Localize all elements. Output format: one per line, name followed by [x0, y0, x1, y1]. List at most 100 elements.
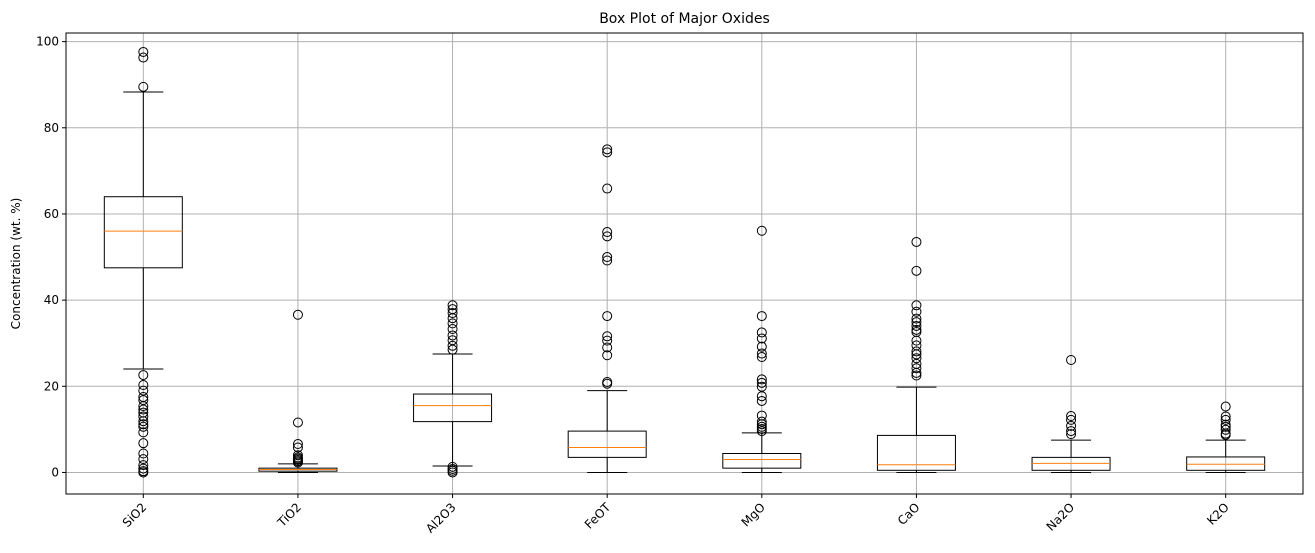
- box-feot: [567, 144, 647, 473]
- outlier-point: [447, 323, 458, 334]
- outlier-point: [138, 460, 149, 471]
- outlier-point: [138, 404, 149, 415]
- chart-title: Box Plot of Major Oxides: [599, 11, 770, 27]
- outlier-point: [138, 52, 149, 63]
- outlier-point: [447, 313, 458, 324]
- outlier-point: [756, 327, 767, 338]
- outlier-point: [292, 417, 303, 428]
- outlier-point: [292, 309, 303, 320]
- outlier-point: [1220, 421, 1231, 432]
- outlier-point: [138, 421, 149, 432]
- box-cao: [876, 236, 956, 473]
- box-sio2: [103, 46, 183, 478]
- outlier-point: [911, 300, 922, 311]
- outlier-point: [756, 341, 767, 352]
- outlier-point: [911, 320, 922, 331]
- outlier-point: [292, 442, 303, 453]
- outlier-point: [911, 367, 922, 378]
- outlier-point: [447, 330, 458, 341]
- outlier-point: [447, 300, 458, 311]
- outlier-point: [138, 401, 149, 412]
- outlier-point: [602, 350, 613, 361]
- outlier-point: [447, 308, 458, 319]
- outlier-point: [602, 255, 613, 266]
- box-layer: [103, 46, 1266, 478]
- outlier-point: [756, 391, 767, 402]
- box-tio2: [258, 309, 338, 473]
- box-al2o3: [413, 300, 493, 478]
- outlier-point: [602, 252, 613, 263]
- outlier-point: [911, 317, 922, 328]
- outlier-point: [447, 344, 458, 355]
- outlier-point: [138, 463, 149, 474]
- iqr-box: [413, 393, 493, 423]
- outlier-point: [911, 353, 922, 364]
- outlier-point: [138, 427, 149, 438]
- outlier-point: [756, 311, 767, 322]
- outlier-point: [447, 467, 458, 478]
- outlier-point: [756, 225, 767, 236]
- outlier-point: [756, 348, 767, 359]
- outlier-point: [1220, 401, 1231, 412]
- outlier-point: [447, 318, 458, 329]
- outlier-point: [447, 340, 458, 351]
- outlier-point: [1066, 411, 1077, 422]
- outlier-point: [1066, 429, 1077, 440]
- x-tick-label: MgO: [739, 500, 768, 529]
- x-tick-label: FeOT: [582, 500, 614, 532]
- x-tick-label: Na2O: [1044, 500, 1078, 534]
- y-tick-label: 20: [44, 379, 59, 393]
- x-tick-label: K2O: [1204, 500, 1232, 528]
- outlier-point: [1066, 355, 1077, 366]
- outlier-point: [911, 335, 922, 346]
- outlier-point: [602, 311, 613, 322]
- outlier-point: [138, 448, 149, 459]
- outlier-point: [292, 457, 303, 468]
- outlier-point: [138, 370, 149, 381]
- outlier-point: [1220, 411, 1231, 422]
- y-tick-label: 60: [44, 207, 59, 221]
- outlier-point: [911, 265, 922, 276]
- outlier-point: [138, 411, 149, 422]
- outlier-point: [911, 236, 922, 247]
- outlier-point: [138, 46, 149, 57]
- outlier-point: [138, 81, 149, 92]
- outlier-point: [756, 374, 767, 385]
- y-tick-label: 0: [51, 465, 59, 479]
- outlier-point: [1066, 420, 1077, 431]
- x-tick-label: Al2O3: [423, 500, 459, 536]
- iqr-box: [722, 453, 802, 469]
- outlier-point: [602, 342, 613, 353]
- y-tick-label: 100: [36, 35, 59, 49]
- outlier-point: [138, 419, 149, 430]
- y-axis: 0 20 40 60 80 100: [36, 35, 66, 479]
- outlier-point: [756, 426, 767, 437]
- outlier-point: [911, 313, 922, 324]
- outlier-point: [756, 351, 767, 362]
- outlier-point: [138, 438, 149, 449]
- outlier-point: [602, 378, 613, 389]
- outlier-point: [138, 467, 149, 478]
- outlier-point: [756, 419, 767, 430]
- outlier-point: [911, 306, 922, 317]
- outlier-point: [1220, 424, 1231, 435]
- box-na2o: [1031, 355, 1111, 473]
- outlier-point: [756, 377, 767, 388]
- grid-layer: [66, 33, 1303, 494]
- outlier-point: [911, 370, 922, 381]
- outlier-point: [602, 231, 613, 242]
- box-k2o: [1186, 401, 1266, 473]
- iqr-box: [103, 196, 183, 269]
- outlier-point: [138, 379, 149, 390]
- y-tick-label: 80: [44, 121, 59, 135]
- outlier-point: [756, 333, 767, 344]
- outlier-point: [1220, 414, 1231, 425]
- plot-frame: [65, 32, 1304, 495]
- y-axis-label: Concentration (wt. %): [9, 198, 23, 330]
- outlier-point: [602, 335, 613, 346]
- x-tick-label: SiO2: [120, 500, 150, 530]
- outlier-point: [1066, 414, 1077, 425]
- outlier-point: [602, 331, 613, 342]
- x-tick-label: TiO2: [274, 500, 304, 530]
